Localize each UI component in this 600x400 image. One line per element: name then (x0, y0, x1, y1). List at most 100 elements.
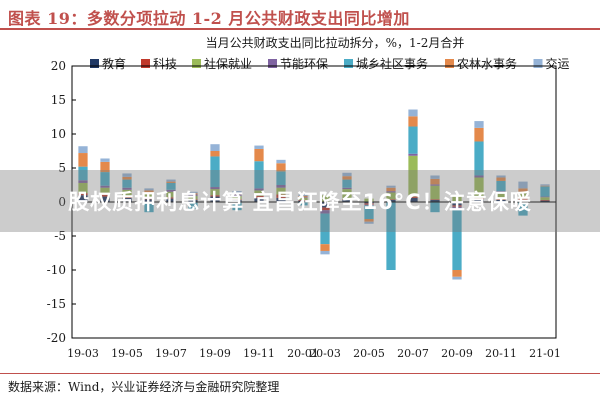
bar-segment (474, 127, 484, 142)
bar-segment (540, 184, 550, 186)
bar-segment (210, 196, 220, 202)
bar-segment (78, 182, 88, 194)
bar-segment (474, 175, 484, 178)
bar-segment (452, 270, 462, 277)
bar-segment (78, 153, 88, 167)
bar-segment (210, 189, 220, 196)
bar-segment (364, 219, 374, 222)
x-tick-label: 19-09 (199, 347, 231, 360)
bar-segment (430, 175, 440, 179)
bar-segment (188, 191, 198, 194)
bar-segment (144, 197, 154, 200)
bar-segment (408, 109, 418, 117)
bar-segment (342, 179, 352, 188)
bar-segment (100, 172, 110, 186)
title-rule (0, 28, 600, 30)
bar-segment (386, 185, 396, 188)
bar-segment (364, 202, 374, 204)
bar-segment (144, 190, 154, 193)
bar-segment (386, 192, 396, 200)
bar-segment (408, 153, 418, 156)
bar-segment (474, 121, 484, 128)
bar-segment (298, 197, 308, 200)
legend-label: 科技 (153, 57, 177, 71)
source-note: 数据来源：Wind，兴业证券经济与金融研究院整理 (8, 380, 280, 394)
bar-segment (320, 202, 330, 208)
bar-segment (452, 208, 462, 270)
legend-swatch (268, 59, 277, 68)
y-tick-label: -15 (47, 297, 66, 311)
bar-segment (166, 182, 176, 190)
bar-segment (320, 195, 330, 202)
bar-segment (144, 188, 154, 191)
source-rule (0, 373, 600, 374)
bar-segment (298, 199, 308, 201)
bar-segment (452, 205, 462, 207)
bar-segment (166, 179, 176, 182)
bar-segment (364, 198, 374, 202)
bar-segment (386, 187, 396, 192)
bar-segment (100, 194, 110, 197)
bar-segment (320, 210, 330, 214)
x-tick-label: 20-05 (353, 347, 385, 360)
x-tick-label: 20-01 (287, 347, 319, 360)
bar-segment (100, 161, 110, 173)
bar-segment (496, 199, 506, 200)
bar-segment (100, 196, 110, 202)
bar-segment (408, 155, 418, 197)
bar-segment (188, 193, 198, 195)
bar-segment (232, 191, 242, 194)
bar-segment (276, 163, 286, 172)
bar-segment (540, 185, 550, 187)
y-tick-label: 15 (51, 93, 66, 107)
legend-swatch (141, 59, 150, 68)
bar-segment (496, 199, 506, 202)
bar-segment (78, 180, 88, 183)
y-tick-label: 20 (51, 59, 66, 73)
bar-segment (232, 202, 242, 211)
legend-swatch (533, 59, 543, 68)
bar-segment (188, 202, 198, 209)
bar-segment (430, 199, 440, 200)
bar-segment (232, 194, 242, 196)
bar-segment (210, 144, 220, 151)
bar-segment (342, 199, 352, 200)
bar-segment (342, 189, 352, 200)
bar-segment (298, 194, 308, 196)
bar-segment (254, 145, 264, 149)
bar-segment (540, 196, 550, 198)
bar-segment (276, 197, 286, 202)
bar-segment (100, 187, 110, 195)
bar-segment (254, 195, 264, 198)
bar-segment (166, 189, 176, 192)
legend-label: 节能环保 (280, 57, 328, 71)
bar-segment (144, 202, 154, 213)
bar-segment (342, 176, 352, 180)
bar-segment (166, 197, 176, 199)
bar-segment (232, 199, 242, 200)
legend: 教育 科技 社保就业 节能环保 城乡社区事务 农林水事务 交运 (90, 56, 570, 71)
bar-segment (122, 173, 132, 177)
x-tick-label: 19-03 (67, 347, 99, 360)
bar-segment (342, 187, 352, 190)
bar-segment (210, 195, 220, 197)
bar-segment (298, 202, 308, 206)
bar-segment (430, 178, 440, 185)
bar-segment (364, 203, 374, 205)
bar-segment (144, 193, 154, 198)
bar-segment (188, 199, 198, 200)
bar-segment (474, 197, 484, 200)
bar-segment (254, 197, 264, 202)
x-tick-label: 21-01 (529, 347, 561, 360)
bar-segment (276, 194, 286, 198)
bar-segment (496, 180, 506, 192)
legend-swatch (90, 59, 99, 68)
x-tick-label: 19-11 (243, 347, 275, 360)
legend-swatch (192, 59, 201, 68)
bar-segment (122, 179, 132, 188)
x-tick-label: 20-11 (485, 347, 517, 360)
bar-segment (254, 188, 264, 191)
bar-segment (408, 126, 418, 154)
bar-segment (452, 195, 462, 202)
